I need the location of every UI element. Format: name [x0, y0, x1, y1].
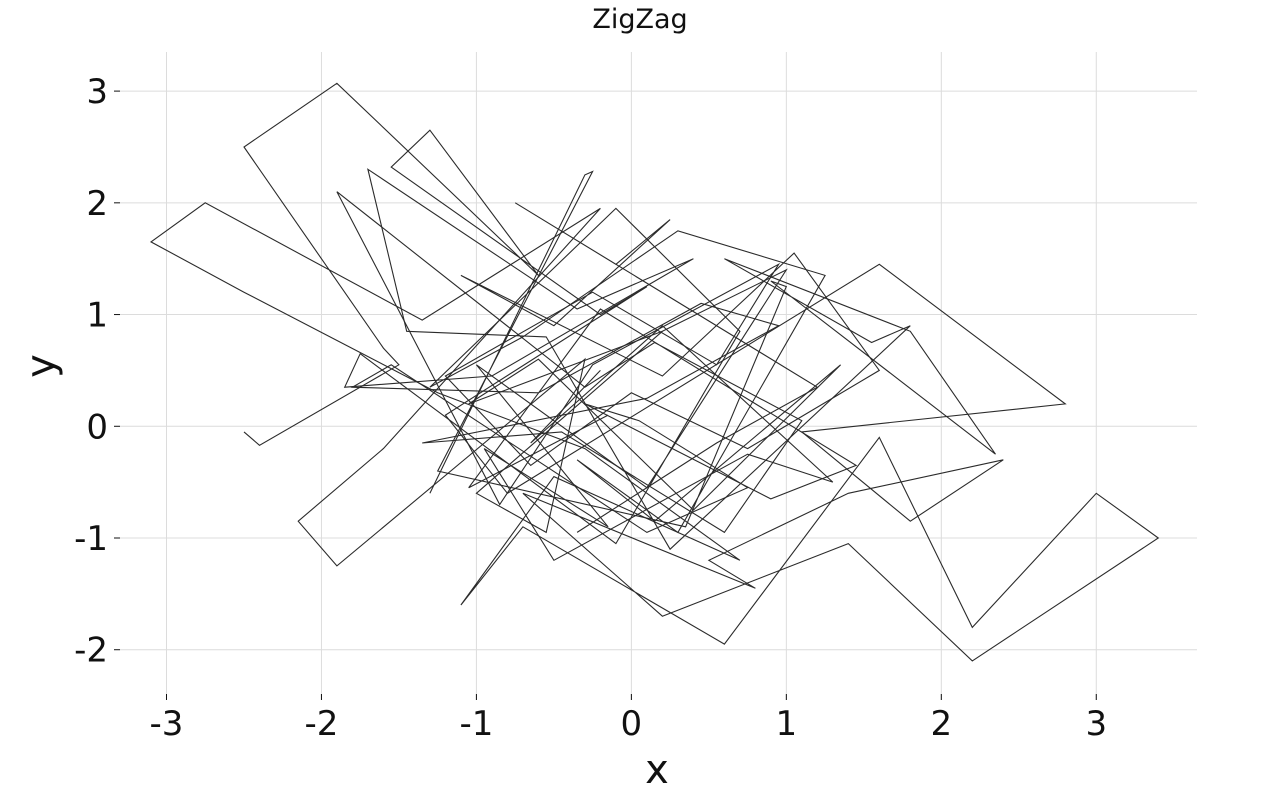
zigzag-series-line: [336, 191, 881, 534]
chart-title: ZigZag: [592, 4, 687, 35]
y-tick-label: 1: [86, 296, 108, 336]
series-lines: [149, 82, 1160, 662]
grid-lines: [120, 52, 1197, 700]
zigzag-series-line: [343, 168, 996, 562]
x-tick-label: -1: [459, 704, 493, 744]
x-tick-label: 0: [621, 704, 643, 744]
x-tick-label: 3: [1085, 704, 1107, 744]
x-axis-label: x: [645, 747, 669, 793]
y-tick-label: 3: [86, 72, 108, 112]
x-tick-label: 2: [930, 704, 952, 744]
y-axis-label: y: [18, 354, 64, 378]
zigzag-series-line: [149, 82, 1160, 662]
axis-ticks: -3 -2 -1 0 1 2 3 -2 -1 0 1 2 3: [74, 72, 1107, 744]
y-tick-label: 0: [86, 407, 108, 447]
x-tick-label: 1: [776, 704, 798, 744]
y-tick-label: -1: [74, 519, 108, 559]
y-tick-label: -2: [74, 631, 108, 671]
y-tick-label: 2: [86, 184, 108, 224]
x-tick-label: -3: [150, 704, 184, 744]
x-tick-label: -2: [305, 704, 339, 744]
